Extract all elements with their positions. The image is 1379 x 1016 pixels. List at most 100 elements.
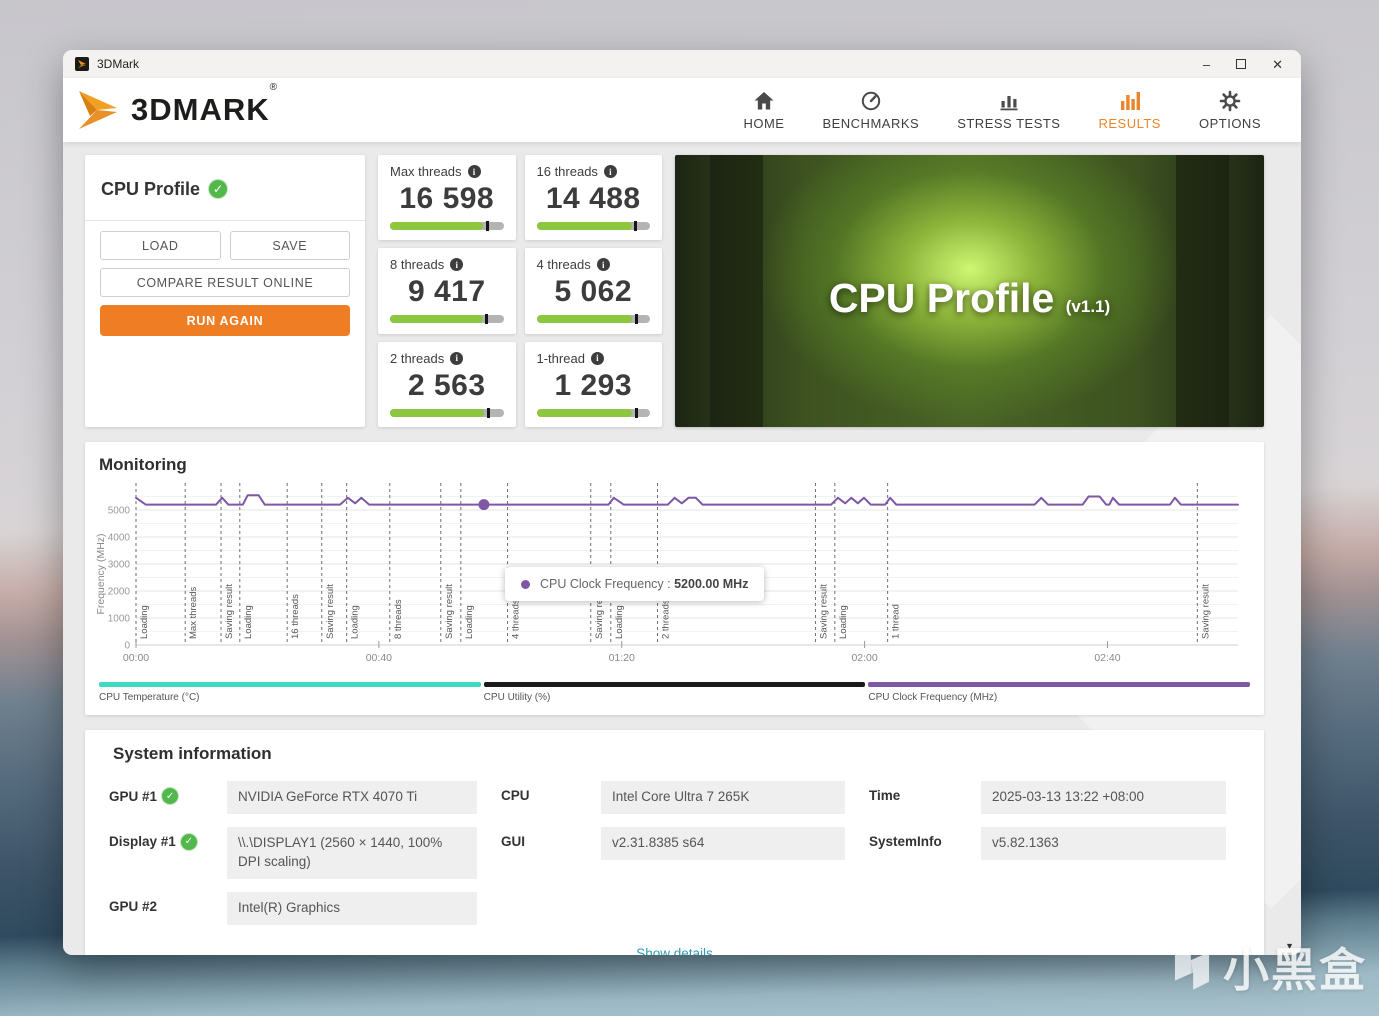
- 3dmark-arrow-icon: [79, 91, 117, 129]
- valid-check-icon: ✓: [162, 788, 179, 804]
- minimize-button[interactable]: –: [1202, 56, 1211, 72]
- app-icon: [75, 57, 89, 71]
- nav-options[interactable]: OPTIONS: [1199, 89, 1261, 131]
- legend-item[interactable]: CPU Temperature (°C): [99, 682, 481, 703]
- score-label: 2 threads: [390, 350, 445, 366]
- system-info-label: Time: [869, 788, 901, 803]
- info-icon[interactable]: i: [596, 258, 610, 272]
- score-label: 4 threads: [536, 257, 591, 273]
- chart-legend: CPU Temperature (°C) CPU Utility (%) CPU C…: [85, 676, 1264, 707]
- info-icon[interactable]: i: [467, 165, 481, 178]
- score-card-16-threads: 16 threads i 14 488: [524, 155, 662, 241]
- nav-benchmarks[interactable]: BENCHMARKS: [822, 89, 919, 131]
- svg-text:Loading: Loading: [350, 605, 361, 639]
- system-info-value: v2.31.8385 s64: [601, 826, 845, 860]
- svg-text:02:00: 02:00: [851, 652, 877, 664]
- system-info-label: SystemInfo: [869, 833, 942, 849]
- info-icon[interactable]: i: [450, 351, 464, 365]
- legend-item[interactable]: CPU Utility (%): [483, 682, 866, 703]
- legend-color-bar: [483, 682, 866, 687]
- nav-results[interactable]: RESULTS: [1098, 89, 1161, 131]
- nav-label: RESULTS: [1098, 116, 1161, 131]
- svg-text:16 threads: 16 threads: [290, 594, 301, 639]
- svg-text:00:40: 00:40: [366, 652, 392, 664]
- main-nav: HOME BENCHMARKS STRESS TESTS RESULTS OPTIONS: [743, 89, 1261, 131]
- legend-label: CPU Temperature (°C): [99, 692, 200, 703]
- scrollbar-down-arrow[interactable]: ▼: [1285, 941, 1294, 951]
- hero-title: CPU Profile (v1.1): [828, 275, 1111, 321]
- 3dmark-logo: 3DMARK®: [77, 82, 277, 131]
- system-info-value: Intel(R) Graphics: [227, 891, 477, 925]
- system-info-label: GPU #1 ✓: [109, 781, 227, 804]
- score-value: 14 488: [545, 182, 641, 215]
- system-information-title: System information: [113, 744, 272, 763]
- score-label: 8 threads: [390, 257, 445, 273]
- info-icon[interactable]: i: [450, 258, 464, 272]
- score-value: 5 062: [554, 275, 633, 309]
- window-title: 3DMark: [97, 57, 140, 71]
- system-info-value: Intel Core Ultra 7 265K: [601, 781, 845, 814]
- svg-text:0: 0: [124, 641, 130, 652]
- watermark-text: 小黑盒: [1223, 944, 1367, 996]
- info-icon[interactable]: i: [590, 351, 604, 365]
- compare-result-online-button[interactable]: COMPARE RESULT ONLINE: [100, 268, 350, 297]
- legend-color-bar: [868, 682, 1251, 687]
- score-progress-bar: [536, 221, 650, 231]
- system-info-label: GPU #2: [109, 898, 158, 914]
- save-button[interactable]: SAVE: [229, 231, 350, 260]
- monitoring-title: Monitoring: [99, 455, 187, 474]
- system-info-row: CPU Intel Core Ultra 7 265K: [501, 781, 845, 814]
- results-chart-icon: [1118, 89, 1142, 113]
- system-info-label: Display #1 ✓: [109, 827, 227, 850]
- hero-version: (v1.1): [1065, 297, 1111, 316]
- score-value: 1 293: [554, 368, 633, 402]
- window-titlebar[interactable]: 3DMark – ✕: [63, 50, 1301, 78]
- svg-text:4 threads: 4 threads: [511, 599, 522, 639]
- svg-text:1 thread: 1 thread: [891, 604, 902, 639]
- score-value: 16 598: [399, 182, 495, 215]
- nav-home[interactable]: HOME: [743, 89, 784, 131]
- legend-label: CPU Utility (%): [483, 692, 551, 703]
- system-info-value: 2025-03-13 13:22 +08:00: [981, 781, 1226, 814]
- monitoring-chart[interactable]: 0 1000 2000 3000 4000 5000 Frequency (MHz) 00:0…: [93, 479, 1258, 676]
- svg-text:Frequency (MHz): Frequency (MHz): [95, 533, 107, 614]
- tooltip-value: 5200.00 MHz: [674, 577, 749, 591]
- svg-text:8 threads: 8 threads: [393, 599, 404, 639]
- nav-stress-tests[interactable]: STRESS TESTS: [957, 89, 1060, 131]
- svg-text:Loading: Loading: [838, 605, 849, 639]
- run-again-button[interactable]: RUN AGAIN: [100, 305, 350, 336]
- stress-tests-chart-icon: [997, 89, 1021, 113]
- system-info-row: GPU #1 ✓ NVIDIA GeForce RTX 4070 Ti: [109, 781, 477, 814]
- maximize-button[interactable]: [1236, 58, 1247, 71]
- score-progress-bar: [390, 407, 504, 418]
- load-button[interactable]: LOAD: [100, 231, 221, 260]
- app-header: 3DMARK® HOME BENCHMARKS STRESS TESTS RESULT…: [63, 78, 1301, 142]
- system-info-label: CPU: [501, 788, 530, 803]
- svg-text:Saving result: Saving result: [325, 584, 336, 639]
- score-progress-bar: [536, 314, 650, 325]
- score-cards-grid: Max threads i 16 598 16 threads i 14 488 8 thr…: [378, 155, 662, 427]
- system-info-value: \\.\DISPLAY1 (2560 × 1440, 100% DPI scal…: [227, 826, 477, 879]
- score-card-8-threads: 8 threads i 9 417: [378, 248, 516, 334]
- app-window: 3DMark – ✕ 3DMARK® HOME BENCHMARKS STRESS …: [63, 50, 1301, 955]
- svg-text:Loading: Loading: [614, 605, 625, 639]
- system-info-row: Display #1 ✓ \\.\DISPLAY1 (2560 × 1440, 10…: [109, 826, 477, 879]
- score-marker: [485, 221, 489, 231]
- system-info-label: GUI: [501, 833, 526, 849]
- score-marker: [634, 314, 638, 325]
- info-icon[interactable]: i: [603, 165, 617, 178]
- score-progress-bar: [536, 407, 650, 418]
- score-value: 2 563: [407, 368, 486, 402]
- system-info-column: GPU #1 ✓ NVIDIA GeForce RTX 4070 Ti Display…: [109, 781, 501, 925]
- close-button[interactable]: ✕: [1272, 56, 1283, 72]
- show-details-link[interactable]: Show details: [636, 945, 713, 955]
- system-info-row: SystemInfo v5.82.1363: [869, 826, 1226, 860]
- score-marker: [487, 407, 491, 418]
- legend-item[interactable]: CPU Clock Frequency (MHz): [868, 682, 1251, 703]
- watermark: 小黑盒: [1169, 934, 1367, 1000]
- svg-text:Max threads: Max threads: [188, 586, 199, 639]
- heybox-logo-icon: [1174, 943, 1210, 990]
- svg-text:01:20: 01:20: [609, 652, 635, 664]
- tooltip-label: CPU Clock Frequency :: [540, 577, 671, 591]
